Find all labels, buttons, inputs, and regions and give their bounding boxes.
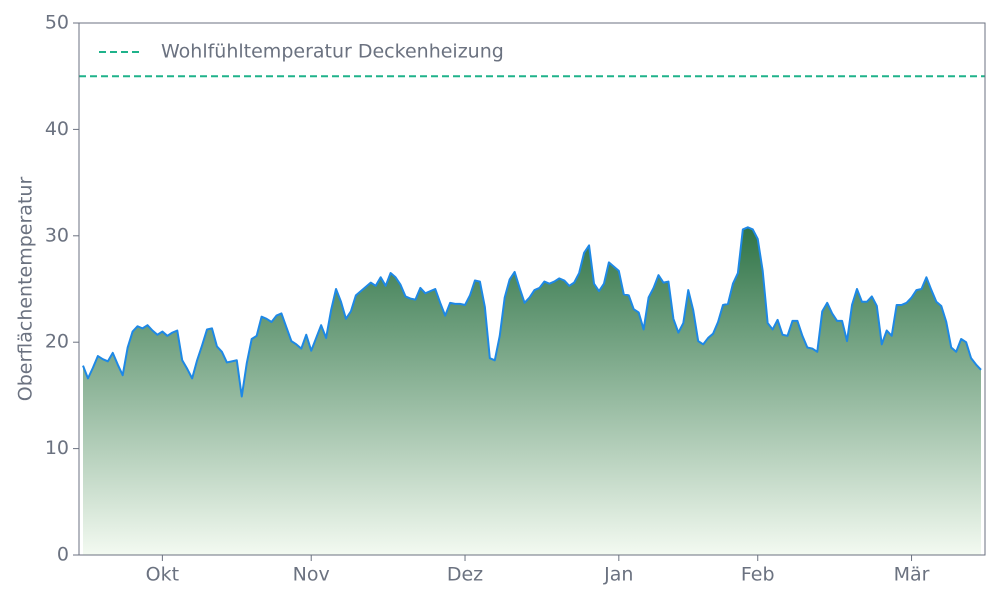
y-tick-label: 20 <box>45 331 69 353</box>
x-tick-label: Dez <box>447 564 483 586</box>
line <box>82 226 982 398</box>
y-tick-label: 50 <box>45 12 69 34</box>
x-tick-label: Nov <box>293 564 330 586</box>
legend-label: Wohlfühltemperatur Deckenheizung <box>161 41 504 63</box>
x-tick-label: Jan <box>603 564 633 586</box>
x-tick-label: Mär <box>894 564 930 586</box>
y-axis-label: Oberflächentemperatur <box>15 177 37 402</box>
y-tick-label: 0 <box>57 544 69 566</box>
x-tick-label: Feb <box>741 564 775 586</box>
area-fill <box>83 227 981 556</box>
y-tick-label: 10 <box>45 437 69 459</box>
y-tick-label: 40 <box>45 118 69 140</box>
x-tick-label: Okt <box>146 564 179 586</box>
y-tick-label: 30 <box>45 224 69 246</box>
plot-frame <box>78 22 986 556</box>
